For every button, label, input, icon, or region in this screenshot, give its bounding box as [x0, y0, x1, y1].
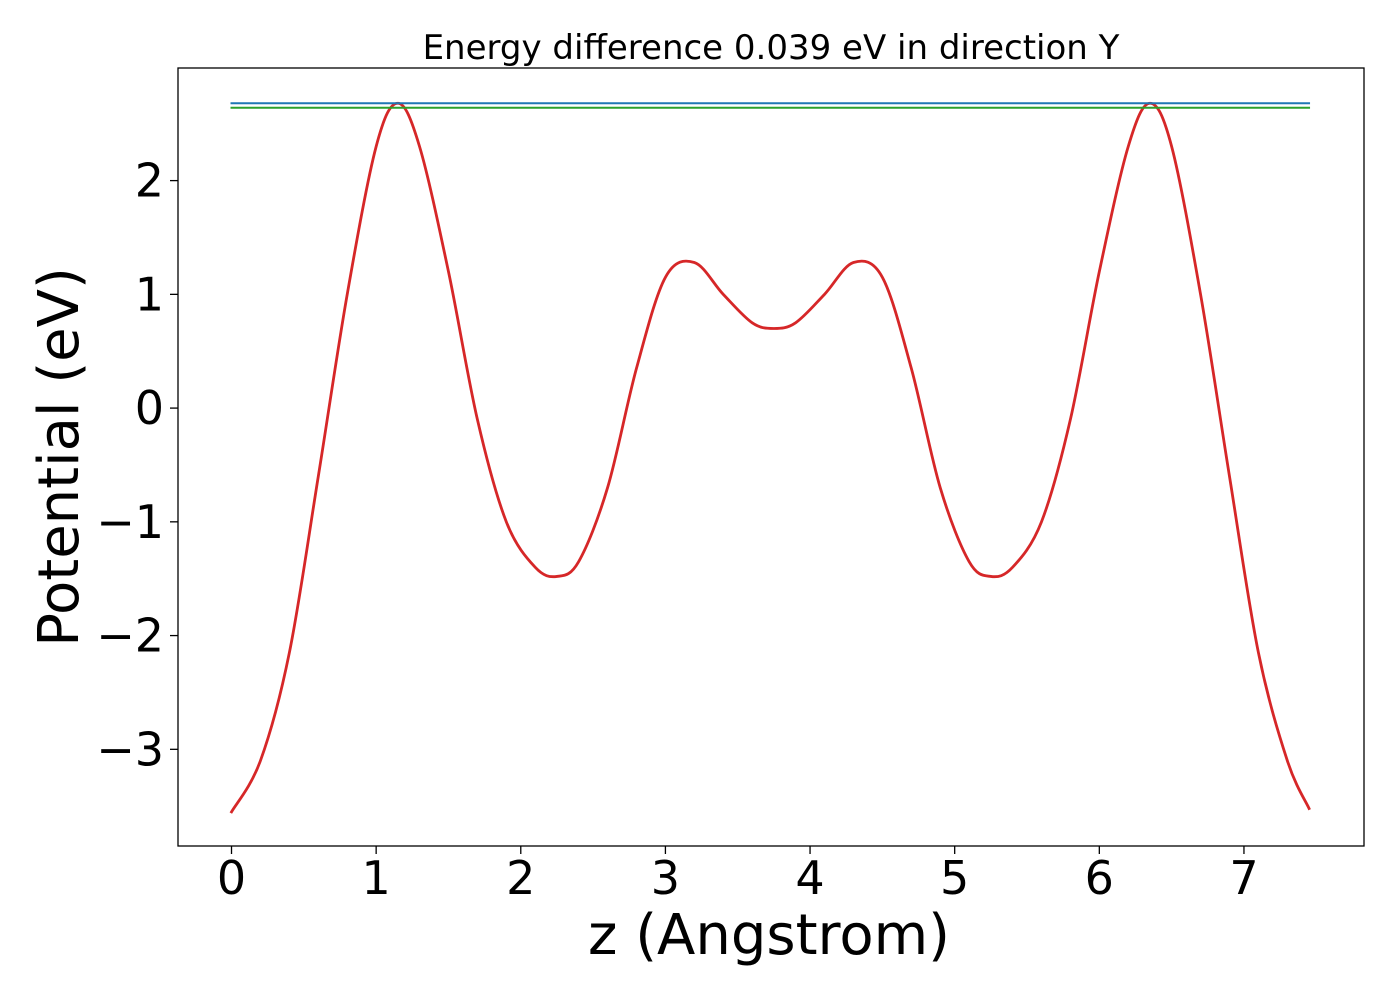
- potential-curve-line: [229, 101, 1311, 814]
- x-tick-label: 4: [795, 851, 824, 905]
- x-tick-label: 0: [217, 851, 246, 905]
- x-tick-label: 3: [651, 851, 680, 905]
- y-tick-label: −3: [96, 722, 164, 776]
- y-tick-label: 2: [135, 154, 164, 208]
- chart-title: Energy difference 0.039 eV in direction …: [423, 28, 1120, 68]
- y-axis-label: Potential (eV): [27, 267, 92, 647]
- x-tick-label: 7: [1229, 851, 1258, 905]
- x-axis-label: z (Angstrom): [588, 903, 950, 968]
- plot-area: [229, 101, 1311, 814]
- plot-frame: [177, 67, 1365, 847]
- y-tick-label: −1: [96, 495, 164, 549]
- x-tick-label: 6: [1085, 851, 1114, 905]
- x-tick-label: 1: [362, 851, 391, 905]
- x-tick-label: 5: [940, 851, 969, 905]
- y-tick-label: −2: [96, 609, 164, 663]
- y-tick-label: 1: [135, 267, 164, 321]
- x-tick-label: 2: [506, 851, 535, 905]
- x-axis-ticks: 0 1 2 3 4 5 6 7: [217, 846, 1259, 905]
- y-tick-label: 0: [135, 381, 164, 435]
- y-axis-ticks: −3 −2 −1 0 1 2: [96, 154, 178, 776]
